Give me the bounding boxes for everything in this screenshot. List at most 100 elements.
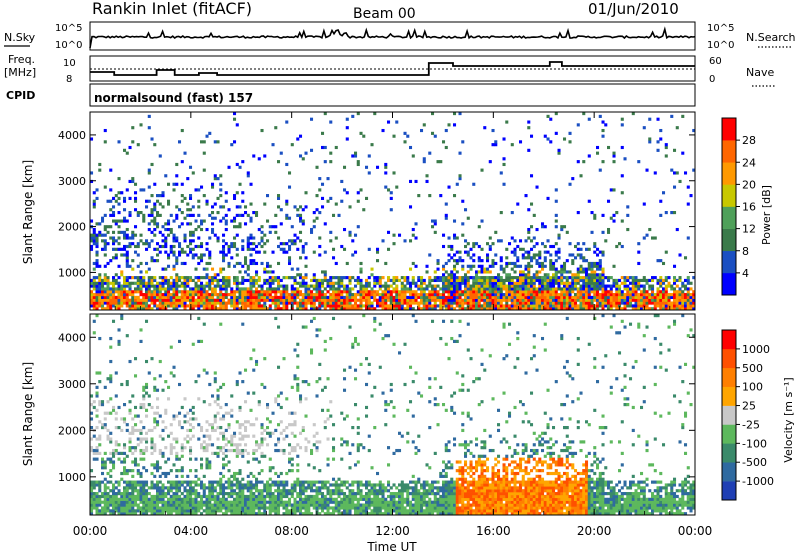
data-cell bbox=[249, 408, 253, 412]
data-cell bbox=[186, 202, 190, 206]
data-cell bbox=[546, 295, 550, 299]
data-cell bbox=[497, 284, 501, 288]
data-cell bbox=[213, 417, 217, 421]
data-cell bbox=[389, 196, 393, 200]
data-cell bbox=[659, 213, 663, 217]
data-cell bbox=[145, 307, 149, 311]
data-cell bbox=[224, 295, 228, 299]
data-cell bbox=[499, 211, 503, 215]
data-cell bbox=[268, 477, 272, 481]
data-cell bbox=[659, 276, 663, 280]
data-cell bbox=[249, 247, 253, 251]
data-cell bbox=[211, 428, 215, 433]
data-cell bbox=[238, 222, 242, 226]
data-cell bbox=[128, 500, 132, 504]
data-cell bbox=[246, 503, 250, 507]
data-cell bbox=[279, 298, 283, 302]
data-cell bbox=[200, 428, 204, 433]
data-cell bbox=[497, 276, 501, 280]
data-cell bbox=[222, 486, 226, 490]
data-cell bbox=[274, 443, 278, 447]
data-cell bbox=[244, 293, 248, 297]
data-cell bbox=[92, 497, 96, 501]
data-cell bbox=[142, 457, 146, 461]
data-cell bbox=[488, 276, 492, 280]
data-cell bbox=[227, 486, 231, 490]
data-cell bbox=[354, 151, 358, 155]
data-cell bbox=[260, 295, 264, 299]
data-cell bbox=[164, 250, 168, 254]
data-cell bbox=[147, 276, 151, 280]
data-cell bbox=[169, 489, 173, 493]
data-cell bbox=[475, 287, 479, 291]
data-cell bbox=[538, 290, 542, 294]
data-cell bbox=[268, 486, 272, 490]
data-cell bbox=[524, 273, 528, 277]
data-cell bbox=[425, 270, 429, 274]
data-cell bbox=[246, 287, 250, 291]
data-cell bbox=[274, 295, 278, 299]
data-cell bbox=[101, 509, 105, 513]
data-cell bbox=[568, 131, 572, 135]
data-cell bbox=[282, 483, 286, 487]
data-cell bbox=[384, 307, 388, 311]
data-cell bbox=[189, 165, 193, 169]
data-cell bbox=[675, 293, 679, 297]
data-cell bbox=[530, 256, 534, 260]
data-cell bbox=[219, 509, 223, 513]
data-cell bbox=[205, 500, 209, 504]
data-cell bbox=[285, 304, 289, 308]
data-cell bbox=[183, 151, 187, 155]
data-cell bbox=[554, 307, 558, 311]
data-cell bbox=[560, 273, 564, 277]
data-cell bbox=[466, 290, 470, 294]
data-cell bbox=[180, 194, 184, 198]
data-cell bbox=[574, 281, 578, 285]
data-cell bbox=[593, 304, 597, 308]
data-cell bbox=[546, 239, 550, 243]
data-cell bbox=[560, 276, 564, 280]
data-cell bbox=[246, 480, 250, 484]
data-cell bbox=[175, 469, 179, 473]
data-cell bbox=[370, 143, 374, 147]
data-cell bbox=[263, 500, 267, 504]
data-cell bbox=[208, 256, 212, 260]
data-cell bbox=[268, 494, 272, 499]
data-cell bbox=[582, 293, 586, 297]
data-cell bbox=[224, 199, 228, 203]
data-cell bbox=[246, 451, 250, 455]
data-cell bbox=[238, 471, 242, 476]
data-cell bbox=[153, 233, 157, 237]
data-cell bbox=[340, 304, 344, 308]
data-cell bbox=[101, 301, 105, 305]
data-cell bbox=[241, 160, 245, 164]
data-cell bbox=[219, 385, 223, 389]
data-cell bbox=[147, 403, 151, 407]
data-cell bbox=[233, 112, 237, 116]
data-cell bbox=[103, 233, 107, 237]
data-cell bbox=[343, 247, 347, 251]
data-cell bbox=[156, 506, 160, 510]
data-cell bbox=[131, 177, 135, 181]
data-cell bbox=[345, 304, 349, 308]
data-cell bbox=[552, 261, 556, 266]
data-cell bbox=[323, 112, 327, 116]
data-cell bbox=[579, 298, 583, 302]
data-cell bbox=[343, 227, 347, 232]
data-cell bbox=[233, 236, 237, 240]
data-cell bbox=[136, 414, 140, 418]
noise-right-label: N.Search bbox=[746, 31, 796, 44]
data-cell bbox=[299, 273, 303, 277]
data-cell bbox=[461, 298, 465, 302]
data-cell bbox=[554, 225, 558, 229]
data-cell bbox=[549, 244, 553, 249]
data-cell bbox=[293, 497, 297, 501]
data-cell bbox=[340, 179, 344, 184]
data-cell bbox=[197, 301, 201, 305]
data-cell bbox=[197, 316, 201, 321]
data-cell bbox=[120, 304, 124, 308]
data-cell bbox=[274, 213, 278, 217]
data-cell bbox=[200, 290, 204, 294]
data-cell bbox=[139, 301, 143, 305]
data-cell bbox=[255, 489, 259, 493]
